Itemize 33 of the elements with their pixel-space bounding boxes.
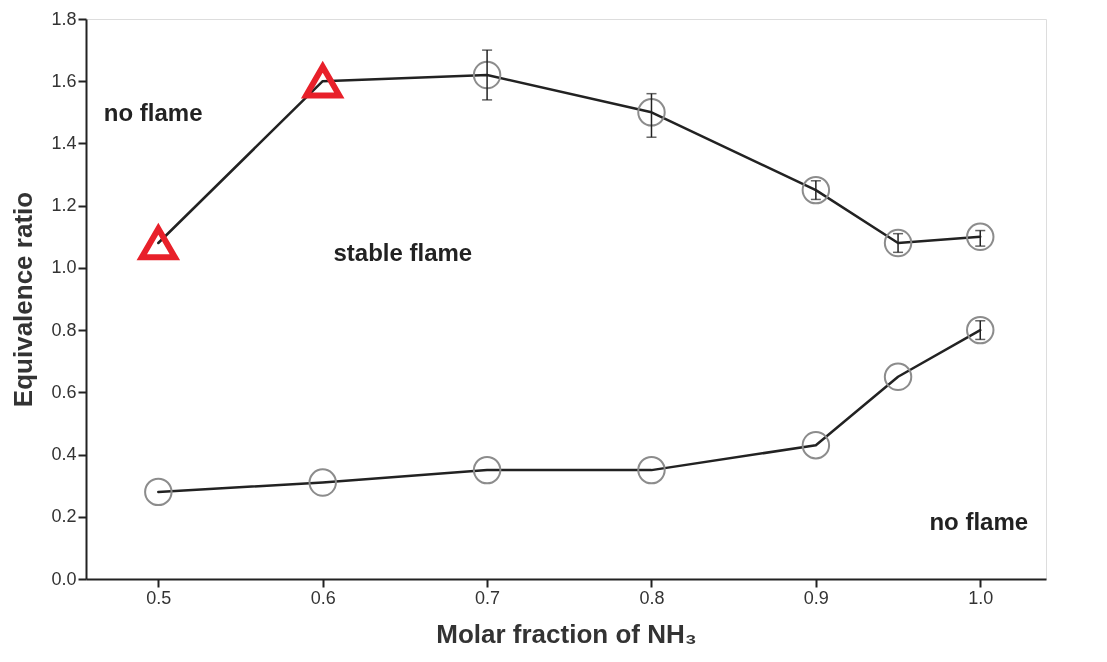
y-tick-label: 1.6: [51, 70, 77, 91]
y-tick-label: 0.0: [51, 568, 77, 589]
annotation: no flame: [103, 99, 203, 127]
point: [883, 228, 913, 258]
point: [966, 222, 995, 251]
point: [801, 431, 831, 460]
x-tick-label: 0.9: [803, 587, 829, 608]
y-tick-label: 1.8: [51, 8, 77, 29]
x-tick-label: 0.5: [146, 587, 172, 608]
point: [637, 455, 666, 485]
x-tick-label: 0.7: [475, 587, 501, 608]
y-axis-title: Equivalence ratio: [8, 191, 39, 408]
point: [883, 362, 913, 391]
point: [144, 477, 173, 507]
point: [966, 315, 995, 345]
annotation: no flame: [929, 508, 1029, 535]
y-tick-label: 0.4: [51, 444, 77, 465]
y-tick-label: 0.6: [51, 381, 77, 402]
x-axis-title: Molar fraction of NH₃: [436, 618, 697, 649]
point: [637, 98, 666, 127]
point: [308, 468, 337, 497]
x-tick-label: 1.0: [968, 587, 994, 608]
y-tick-label: 1.0: [51, 257, 77, 278]
point: [472, 455, 502, 485]
x-tick-label: 0.8: [639, 587, 665, 608]
x-tick-label: 0.6: [310, 587, 336, 608]
annotation: stable flame: [333, 239, 473, 267]
y-tick-label: 1.4: [51, 132, 77, 153]
y-tick-label: 0.2: [51, 506, 77, 527]
y-tick-label: 0.8: [51, 319, 77, 340]
point: [801, 175, 831, 205]
y-tick-label: 1.2: [51, 195, 77, 216]
point: [472, 60, 502, 90]
